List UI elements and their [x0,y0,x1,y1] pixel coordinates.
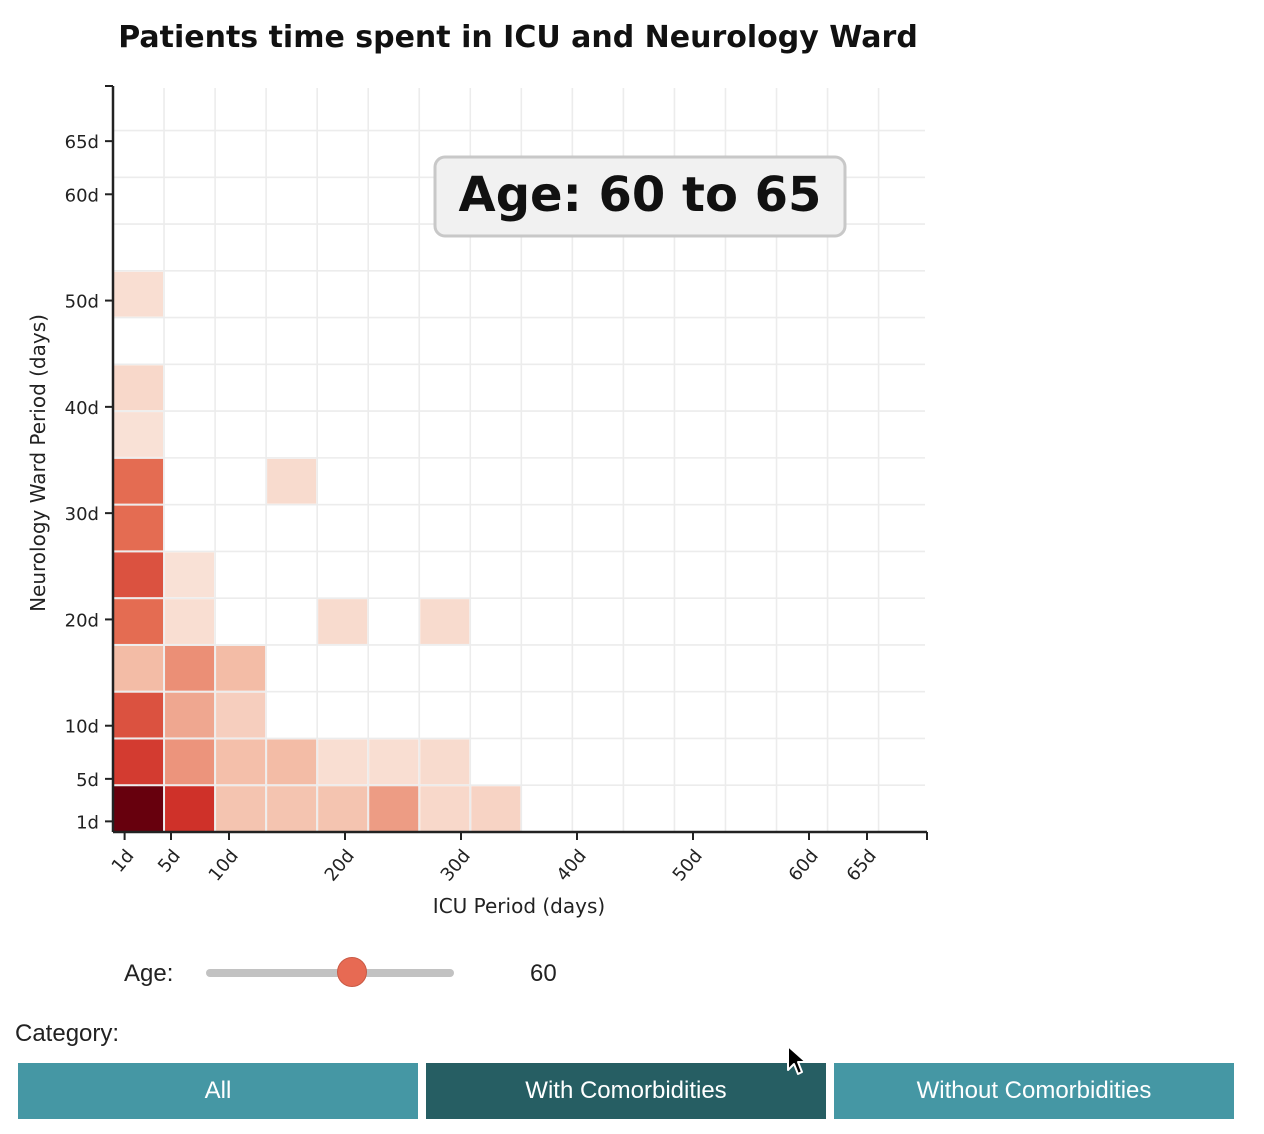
heatmap-cell [369,786,419,831]
y-tick-label: 1d [76,812,99,833]
axes [105,85,928,840]
y-tick-label: 5d [76,770,99,791]
heatmap-cell [420,739,470,785]
heatmap-cell [114,412,164,457]
heatmap-cell [114,271,164,317]
heatmap-cell [420,786,470,831]
x-tick-label: 1d [108,846,139,877]
x-tick-label: 30d [437,846,475,886]
heatmap-cell [267,786,317,831]
heatmap-cell [114,552,164,598]
heatmap-cell [318,599,368,644]
x-axis-label: ICU Period (days) [433,894,605,918]
heatmap-cell [114,365,164,411]
heatmap-cell [216,692,266,738]
category-without-comorbidities-button[interactable]: Without Comorbidities [834,1063,1234,1119]
heatmap-cell [318,786,368,831]
y-tick-label: 20d [65,610,99,631]
heatmap-cell [165,739,215,785]
mouse-cursor-icon [787,1045,807,1075]
age-slider-track[interactable] [206,969,454,977]
age-slider-handle[interactable] [336,957,367,987]
heatmap-cell [165,645,215,691]
x-tick-label: 20d [321,846,359,886]
heatmap-cell [114,505,164,551]
y-axis-label: Neurology Ward Period (days) [26,314,50,612]
heatmap-cell [114,599,164,644]
category-with-comorbidities-button[interactable]: With Comorbidities [426,1063,826,1119]
annotation-text: Age: 60 to 65 [459,167,822,223]
heatmap-cell [114,786,164,831]
x-tick-label: 60d [785,846,823,886]
heatmap-cell [165,692,215,738]
category-label: Category: [15,1020,120,1047]
category-all-button[interactable]: All [18,1063,418,1119]
y-tick-label: 50d [65,292,99,313]
heatmap-cell [165,552,215,598]
heatmap-cell [216,786,266,831]
heatmap-cell [267,458,317,504]
heatmap-cell [114,645,164,691]
heatmap-cell [216,645,266,691]
y-tick-label: 10d [65,717,99,738]
heatmap-cell [165,599,215,644]
y-tick-label: 65d [65,132,99,153]
heatmap-cell [267,739,317,785]
heatmap-cell [420,599,470,644]
heatmap-cells [114,271,521,831]
x-tick-label: 50d [669,846,707,886]
x-tick-label: 5d [154,846,185,877]
heatmap-cell [114,739,164,785]
heatmap-cell [114,692,164,738]
heatmap-cell [216,739,266,785]
y-tick-label: 30d [65,504,99,525]
x-tick-label: 10d [205,846,243,886]
heatmap-cell [369,739,419,785]
heatmap-cell [318,739,368,785]
annotation-box: Age: 60 to 65 [433,155,847,238]
x-tick-label: 40d [553,846,591,886]
heatmap-cell [471,786,521,831]
heatmap-chart: Patients time spent in ICU and Neurology… [26,20,928,918]
x-tick-label: 65d [843,846,881,886]
y-tick-label: 60d [65,185,99,206]
chart-title: Patients time spent in ICU and Neurology… [118,20,918,55]
heatmap-cell [165,786,215,831]
age-label: Age: [124,960,174,987]
y-tick-label: 40d [65,398,99,419]
age-value: 60 [530,960,557,987]
heatmap-cell [114,458,164,504]
